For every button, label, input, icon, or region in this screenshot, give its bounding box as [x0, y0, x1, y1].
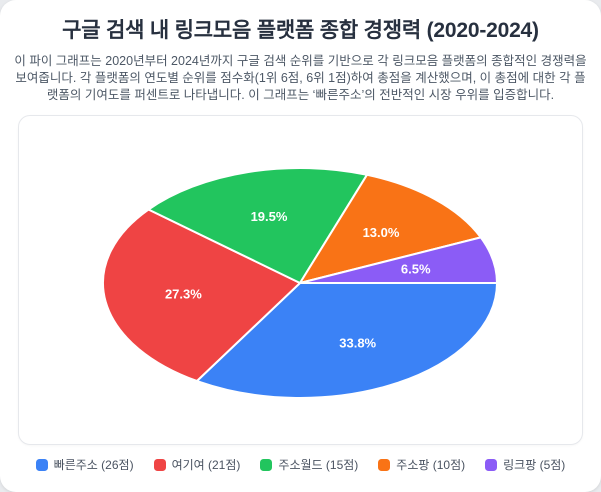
legend-color-chip [153, 458, 166, 471]
pie-slice-1[interactable] [195, 282, 498, 399]
chart-canvas-card: 33.8% 27.3% 19.5% 13.0% 6.5% [18, 115, 583, 445]
chart-description: 이 파이 그래프는 2020년부터 2024년까지 구글 검색 순위를 기반으로… [14, 54, 587, 102]
legend-item-1[interactable]: 빠른주소 (26점) [35, 456, 134, 473]
legend-item-label: 주소팡 (10점) [396, 458, 466, 472]
pie-chart: 33.8% 27.3% 19.5% 13.0% 6.5% [102, 166, 498, 399]
legend-item-label: 빠른주소 (26점) [53, 458, 134, 472]
slice-percent-label: 13.0% [363, 225, 400, 240]
legend-color-chip [378, 458, 391, 471]
pie-slice-5[interactable] [299, 236, 498, 284]
pie-slice-4[interactable] [299, 173, 482, 284]
legend-item-label: 여기여 (21점) [171, 458, 241, 472]
legend-color-chip [35, 458, 48, 471]
legend-color-chip [485, 458, 498, 471]
slice-percent-label: 27.3% [165, 287, 202, 302]
pie-slice-2[interactable] [102, 208, 301, 382]
slice-percent-label: 19.5% [251, 209, 288, 224]
legend-item-3[interactable]: 주소월드 (15점) [260, 456, 358, 473]
legend-item-5[interactable]: 링크팡 (5점) [485, 456, 565, 473]
slice-percent-label: 33.8% [339, 336, 376, 351]
slice-percent-label: 6.5% [401, 262, 431, 277]
pie-slices [102, 166, 498, 399]
page-title: 구글 검색 내 링크모음 플랫폼 종합 경쟁력 (2020-2024) [62, 19, 539, 42]
legend-color-chip [260, 458, 273, 471]
chart-legend: 빠른주소 (26점) 여기여 (21점) 주소월드 (15점) 주소팡 (10점… [0, 456, 601, 473]
legend-item-4[interactable]: 주소팡 (10점) [378, 456, 465, 473]
pie-slice-labels: 33.8% 27.3% 19.5% 13.0% 6.5% [165, 209, 431, 351]
pie-slice-3[interactable] [147, 166, 368, 284]
legend-item-label: 링크팡 (5점) [503, 458, 566, 472]
legend-item-label: 주소월드 (15점) [278, 458, 359, 472]
legend-item-2[interactable]: 여기여 (21점) [153, 456, 241, 473]
